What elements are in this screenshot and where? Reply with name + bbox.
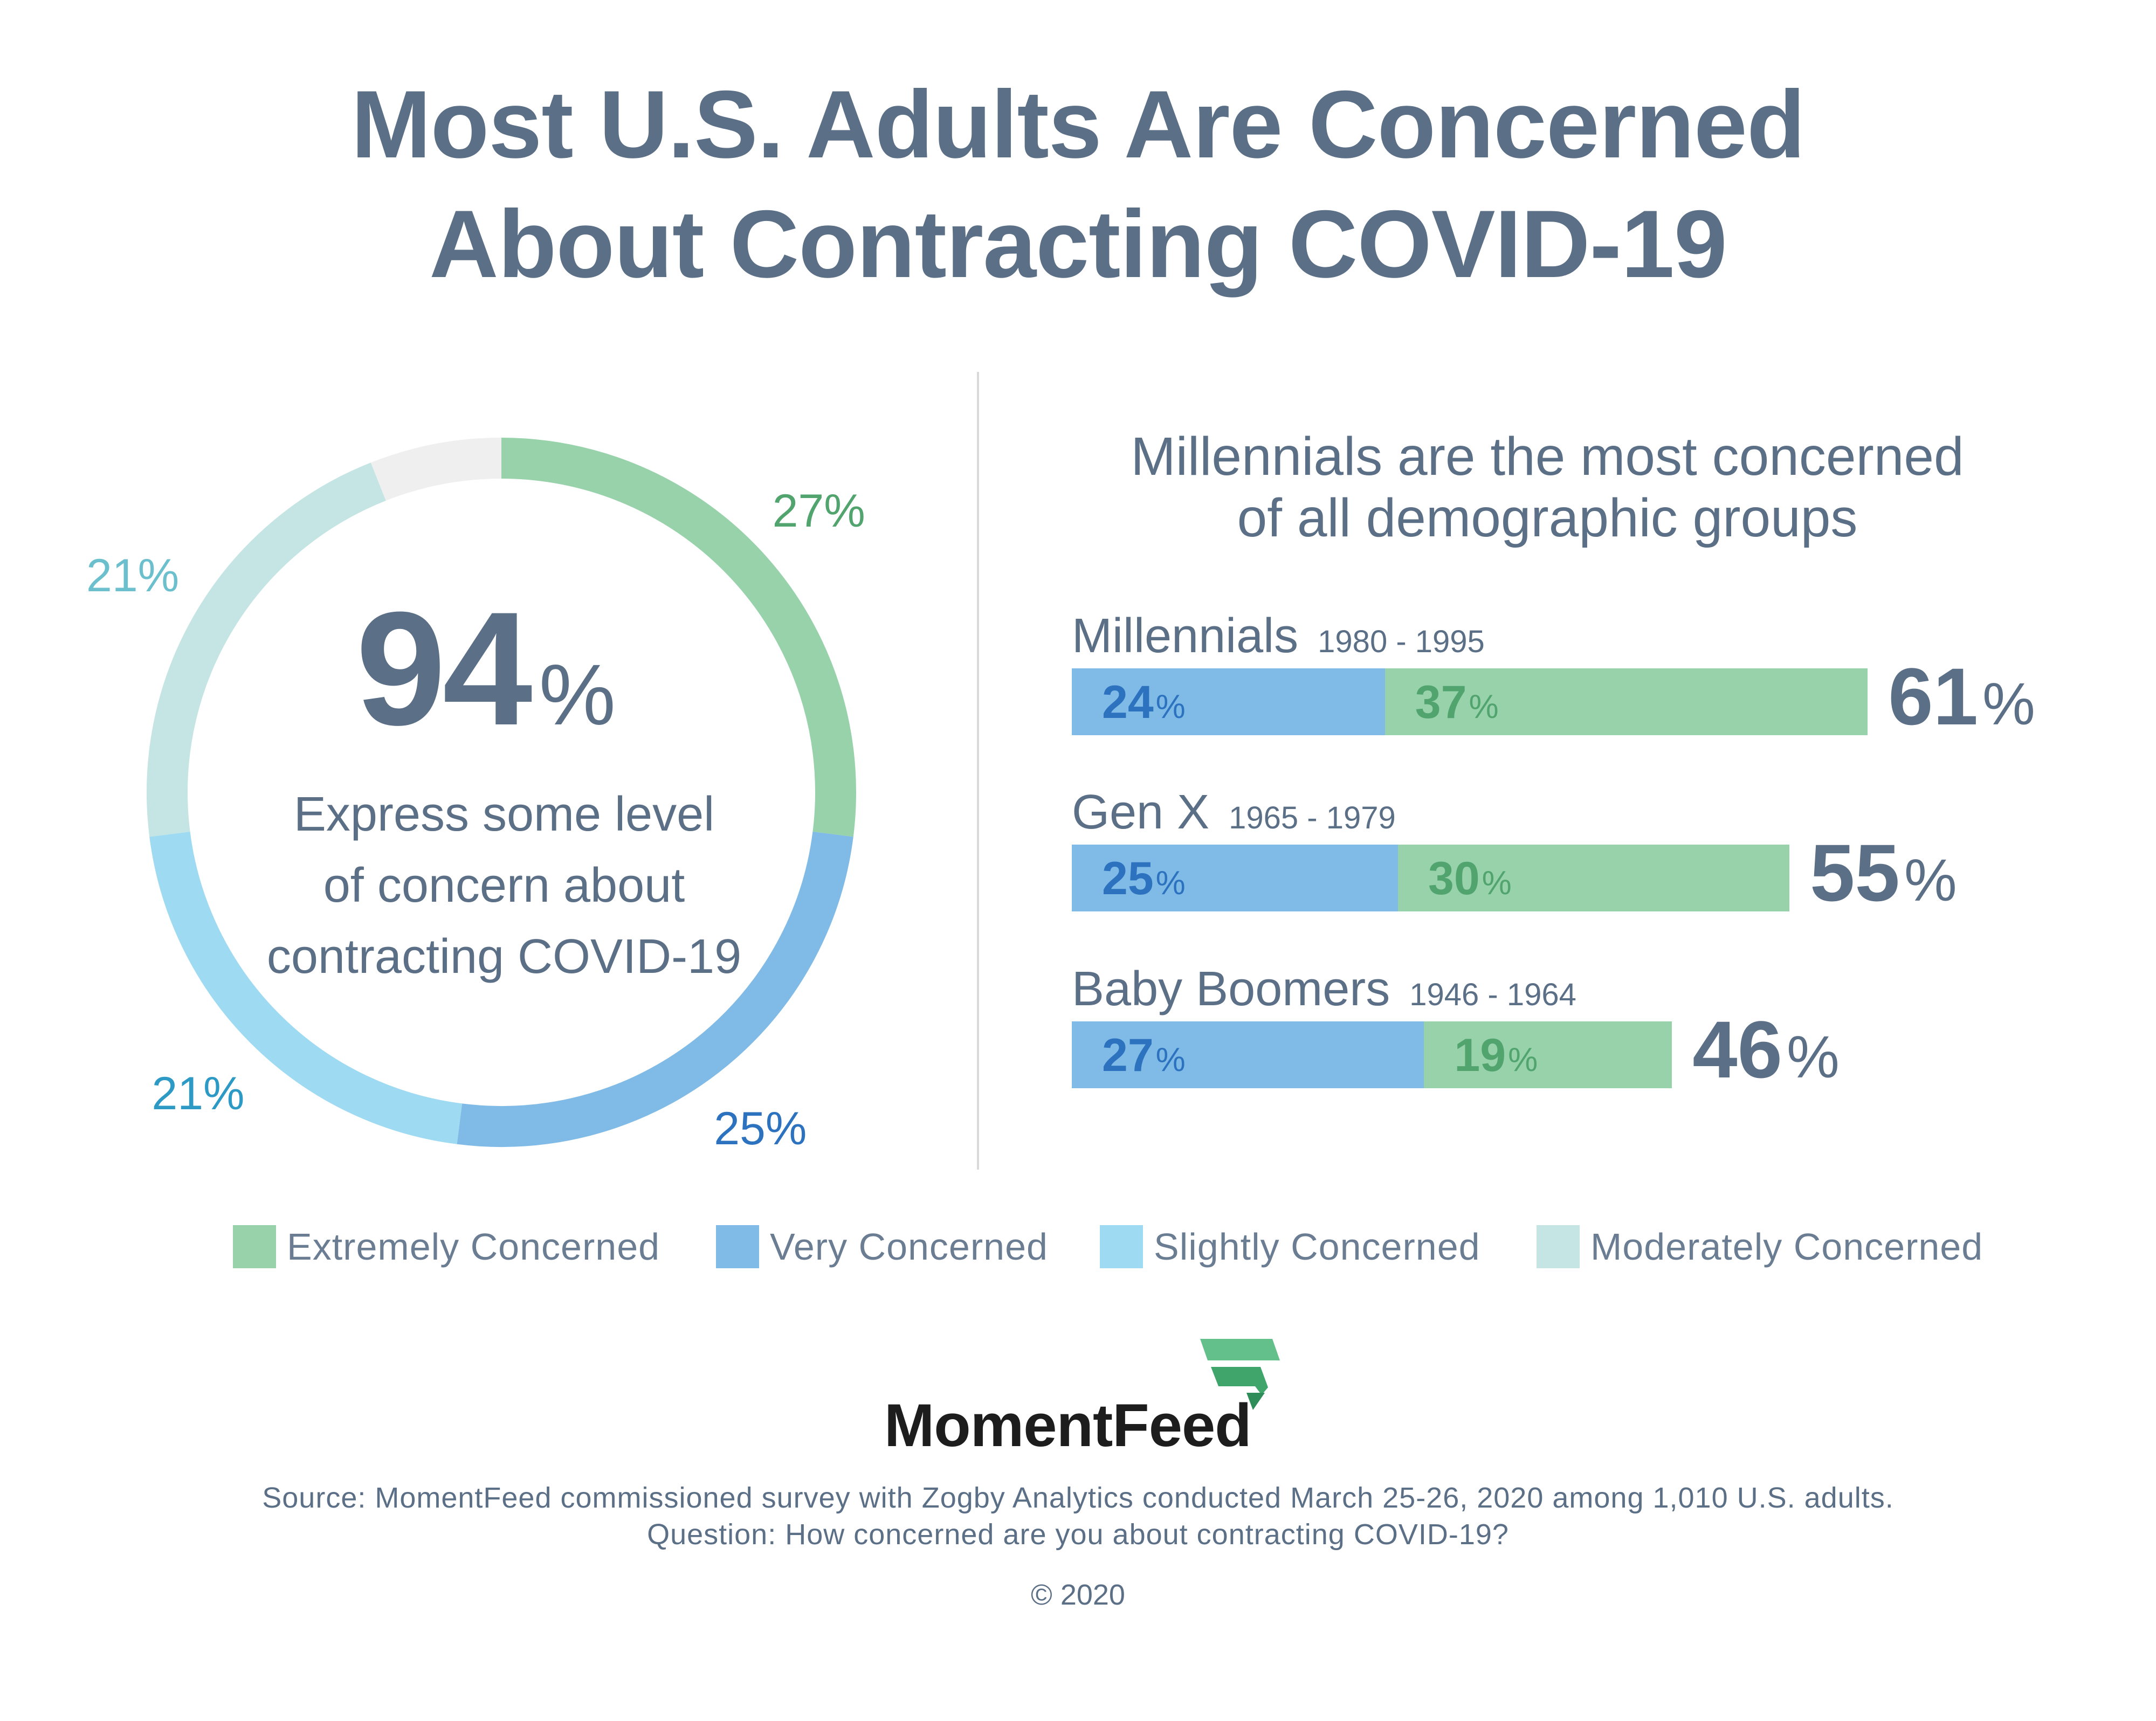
- title-line-2: About Contracting COVID-19: [429, 190, 1727, 298]
- legend-swatch: [716, 1225, 759, 1268]
- group-name: Gen X: [1072, 785, 1210, 839]
- group-years: 1980 - 1995: [1318, 624, 1485, 659]
- bar-segment-label: 19%: [1454, 1029, 1538, 1081]
- caption-line-2: of concern about: [323, 859, 685, 913]
- section-divider: [977, 372, 979, 1170]
- donut-label-extremely: 27%: [772, 485, 865, 537]
- donut-slice-moderately: [147, 462, 386, 837]
- headline-unit: %: [539, 646, 616, 743]
- donut-slice-very: [457, 831, 853, 1147]
- caption-line-1: Express some level: [293, 787, 715, 841]
- bar-gen-x: 25% 30%: [1072, 845, 1789, 911]
- source-note: Source: MomentFeed commissioned survey w…: [0, 1480, 2156, 1553]
- legend-label: Extremely Concerned: [287, 1226, 660, 1268]
- group-label-gen-x: Gen X 1965 - 1979: [1072, 785, 1396, 845]
- caption-line-3: contracting COVID-19: [266, 930, 742, 984]
- group-label-baby-boomers: Baby Boomers 1946 - 1964: [1072, 962, 1576, 1022]
- subtitle-line-1: Millennials are the most concerned: [1131, 426, 1964, 487]
- legend-label: Slightly Concerned: [1154, 1226, 1480, 1268]
- legend-label: Very Concerned: [770, 1226, 1048, 1268]
- group-years: 1946 - 1964: [1409, 977, 1576, 1012]
- donut-slice-remainder: [370, 438, 502, 501]
- source-line-1: Source: MomentFeed commissioned survey w…: [262, 1482, 1894, 1514]
- bar-segment-label: 37%: [1415, 676, 1499, 728]
- donut-caption: Express some level of concern about cont…: [232, 779, 776, 992]
- donut-label-slightly: 21%: [151, 1067, 245, 1119]
- donut-slice-extremely: [501, 438, 856, 837]
- bar-segment-very: 27%: [1072, 1021, 1424, 1088]
- bar-segment-label: 30%: [1428, 853, 1512, 904]
- bar-total-gen-x: 55%: [1810, 827, 1957, 918]
- legend-swatch: [233, 1225, 276, 1268]
- bar-chart-subtitle: Millennials are the most concerned of al…: [1073, 426, 2022, 549]
- momentfeed-logo-icon: [1200, 1339, 1280, 1410]
- page-title: Most U.S. Adults Are Concerned About Con…: [0, 65, 2156, 304]
- legend-swatch: [1537, 1225, 1580, 1268]
- bar-total-millennials: 61%: [1888, 651, 2035, 742]
- group-years: 1965 - 1979: [1229, 800, 1396, 835]
- group-name: Millennials: [1072, 609, 1299, 663]
- bar-segment-label: 27%: [1102, 1029, 1186, 1081]
- copyright: © 2020: [1031, 1579, 1125, 1611]
- donut-slice-slightly: [149, 831, 463, 1144]
- legend-label: Moderately Concerned: [1590, 1226, 1983, 1268]
- headline-stat: 94%: [356, 582, 658, 755]
- bar-baby-boomers: 27% 19%: [1072, 1021, 1672, 1088]
- title-line-1: Most U.S. Adults Are Concerned: [351, 71, 1805, 178]
- logo-wordmark: MomentFeed: [884, 1392, 1252, 1459]
- bar-segment-label: 24%: [1102, 676, 1186, 728]
- headline-value: 94: [356, 578, 533, 759]
- bar-segment-extremely: 19%: [1424, 1021, 1672, 1088]
- bar-millennials: 24% 37%: [1072, 668, 1868, 735]
- source-line-2: Question: How concerned are you about co…: [647, 1518, 1509, 1551]
- bar-segment-very: 25%: [1072, 845, 1398, 911]
- bar-total-baby-boomers: 46%: [1692, 1004, 1840, 1095]
- donut-chart: [147, 438, 856, 1147]
- legend-swatch: [1100, 1225, 1143, 1268]
- group-label-millennials: Millennials 1980 - 1995: [1072, 609, 1485, 669]
- bar-segment-extremely: 37%: [1384, 668, 1868, 735]
- bar-segment-label: 25%: [1102, 853, 1186, 904]
- group-name: Baby Boomers: [1072, 962, 1390, 1016]
- donut-label-very: 25%: [714, 1103, 807, 1155]
- bar-segment-very: 24%: [1072, 668, 1385, 735]
- subtitle-line-2: of all demographic groups: [1237, 488, 1858, 548]
- bar-segment-extremely: 30%: [1398, 845, 1789, 911]
- donut-label-moderately: 21%: [86, 549, 180, 602]
